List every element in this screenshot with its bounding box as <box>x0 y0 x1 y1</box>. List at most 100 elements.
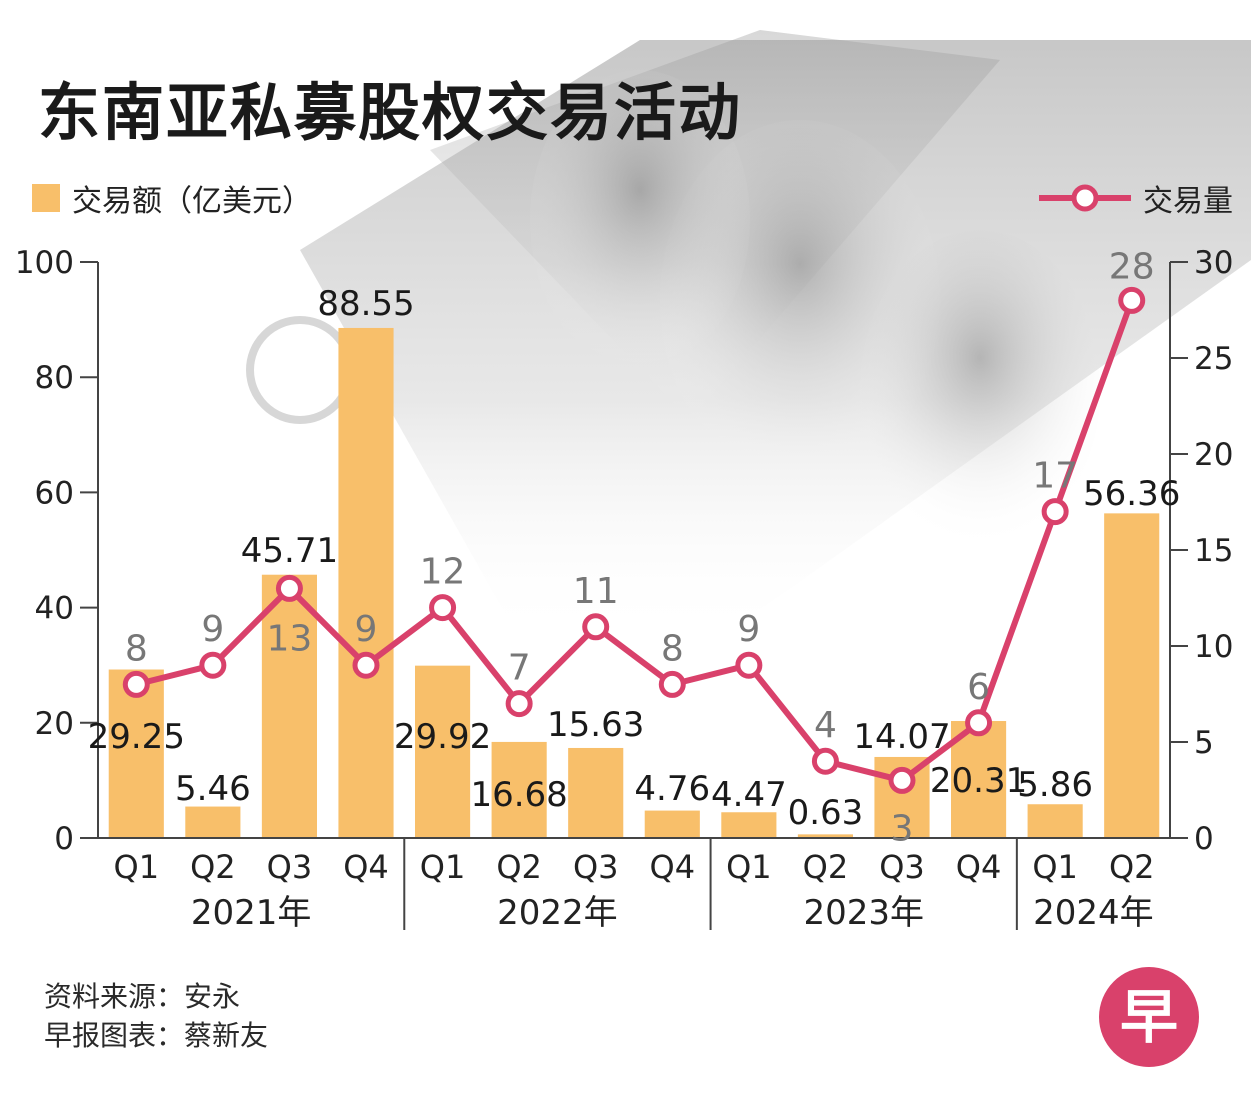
bar-value-label: 16.68 <box>470 775 567 815</box>
line-point <box>505 690 533 718</box>
line-value-label: 3 <box>891 808 914 849</box>
line-value-label: 17 <box>1032 456 1078 497</box>
line-point <box>122 670 150 698</box>
line-point <box>965 709 993 737</box>
bar-value-label: 4.76 <box>634 769 710 809</box>
x-tick-label: Q4 <box>650 848 696 886</box>
line-point <box>658 670 686 698</box>
legend-line-label: 交易量 <box>1143 184 1233 219</box>
line-value-label: 6 <box>967 667 990 708</box>
line-point <box>735 651 763 679</box>
line-point <box>275 574 303 602</box>
bar-value-label: 5.46 <box>175 769 251 809</box>
bar-series <box>108 327 1160 838</box>
x-tick-label: Q2 <box>496 848 542 886</box>
y-right-tick-label: 15 <box>1194 533 1233 569</box>
bar <box>951 721 1007 838</box>
line-point <box>811 747 839 775</box>
logo-char: 早 <box>1120 983 1178 1051</box>
legend-line-marker-icon <box>1039 184 1131 212</box>
line-point <box>582 613 610 641</box>
zaobao-logo-icon: 早 <box>1099 967 1199 1067</box>
bar <box>721 812 777 838</box>
y-left-tick-label: 0 <box>54 821 74 857</box>
x-tick-label: Q1 <box>726 848 772 886</box>
data-labels: 29.25 5.46 45.71 88.55 29.92 16.68 15.63 4.76 4.… <box>88 246 1181 849</box>
bar-value-label: 4.47 <box>711 775 787 815</box>
x-group-label: 2023年 <box>803 893 924 933</box>
bar <box>1104 513 1160 838</box>
line-point <box>429 594 457 622</box>
line-value-label: 9 <box>201 609 224 650</box>
y-left-tick-label: 60 <box>35 475 74 511</box>
legend-bar-label: 交易额（亿美元） <box>72 184 312 219</box>
credit-note: 早报图表：蔡新友 <box>44 1019 269 1052</box>
y-left-tick-label: 40 <box>35 591 74 627</box>
x-tick-label: Q3 <box>267 848 313 886</box>
page-title: 东南亚私募股权交易活动 <box>38 76 743 149</box>
y-left-tick-label: 80 <box>35 360 74 396</box>
bar-value-label: 56.36 <box>1083 474 1180 514</box>
line-value-label: 4 <box>814 705 837 746</box>
x-tick-label: Q3 <box>879 848 925 886</box>
bar-value-label: 45.71 <box>241 531 338 571</box>
line-value-label: 12 <box>420 552 466 593</box>
line-value-label: 9 <box>737 609 760 650</box>
y-right-tick-label: 25 <box>1194 341 1233 377</box>
line-value-label: 7 <box>508 648 531 689</box>
x-tick-label: Q2 <box>1109 848 1155 886</box>
bar <box>338 327 394 838</box>
bar <box>1027 804 1083 838</box>
y-left-tick-label: 20 <box>35 706 74 742</box>
bar-value-label: 88.55 <box>317 284 414 324</box>
line-value-label: 11 <box>573 571 619 612</box>
source-note: 资料来源：安永 <box>44 980 241 1013</box>
y-right-tick-label: 5 <box>1194 725 1214 761</box>
x-group-label: 2022年 <box>497 893 618 933</box>
y-right-tick-label: 20 <box>1194 437 1233 473</box>
bar <box>261 574 317 838</box>
legend-bar-series: 交易额（亿美元） <box>32 176 312 220</box>
line-point <box>352 651 380 679</box>
x-tick-label: Q4 <box>343 848 389 886</box>
bar <box>568 747 624 838</box>
line-point <box>1041 498 1069 526</box>
legend-line-series: 交易量 <box>1037 176 1233 220</box>
bar-value-label: 15.63 <box>547 705 644 745</box>
x-tick-label: Q4 <box>956 848 1002 886</box>
bar <box>415 665 471 838</box>
bar-value-label: 29.92 <box>394 717 491 757</box>
line-point <box>199 651 227 679</box>
bar <box>185 806 241 838</box>
x-tick-label: Q2 <box>190 848 236 886</box>
line-value-label: 13 <box>267 618 313 659</box>
bar-value-label: 5.86 <box>1017 765 1093 805</box>
banknote-shapes <box>246 30 1251 640</box>
x-tick-label: Q1 <box>420 848 466 886</box>
line-point <box>888 766 916 794</box>
line-series <box>122 286 1146 794</box>
bar <box>797 834 853 838</box>
legend-bar-swatch <box>32 184 60 212</box>
line-value-label: 28 <box>1109 246 1155 287</box>
bar-value-label: 20.31 <box>930 761 1027 801</box>
y-right-tick-label: 0 <box>1194 821 1214 857</box>
bar-value-label: 0.63 <box>788 793 864 833</box>
bar-value-label: 29.25 <box>88 717 185 757</box>
x-tick-label: Q1 <box>114 848 160 886</box>
y-left-tick-label: 100 <box>15 245 74 281</box>
x-tick-label: Q2 <box>803 848 849 886</box>
bar <box>491 741 547 838</box>
line-value-label: 9 <box>355 609 378 650</box>
y-right-tick-label: 10 <box>1194 629 1233 665</box>
line-value-label: 8 <box>125 628 148 669</box>
axes: 0 20 40 60 80 100 0 5 10 15 20 25 30 Q1 Q2 Q3 Q4 Q1 Q2 Q3 Q4… <box>15 245 1234 933</box>
x-group-label: 2021年 <box>191 893 312 933</box>
y-right-tick-label: 30 <box>1194 245 1233 281</box>
line-point <box>1118 286 1146 314</box>
x-tick-label: Q1 <box>1032 848 1078 886</box>
line-value-label: 8 <box>661 628 684 669</box>
bar <box>644 810 700 838</box>
